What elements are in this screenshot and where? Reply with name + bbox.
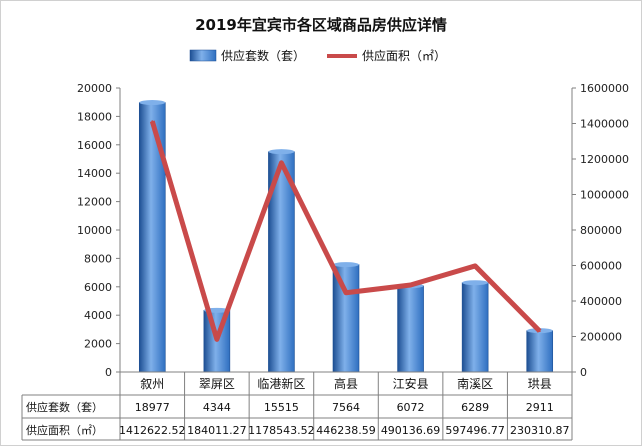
category-label: 江安县: [393, 376, 429, 391]
category-label: 叙州: [140, 377, 164, 391]
bar: [138, 102, 166, 373]
table-cell: 15515: [264, 401, 299, 414]
category-label: 珙县: [528, 377, 552, 391]
table-cell: 597496.77: [445, 424, 505, 437]
line-point: [280, 161, 283, 164]
bar-cap: [139, 100, 166, 106]
left-tick-label: 18000: [77, 110, 112, 123]
left-tick-label: 10000: [77, 224, 112, 237]
table-cell: 230310.87: [510, 424, 570, 437]
left-tick-label: 8000: [84, 252, 112, 265]
right-tick-label: 600000: [580, 260, 622, 273]
left-tick-label: 12000: [77, 196, 112, 209]
left-tick-label: 14000: [77, 167, 112, 180]
left-tick-label: 0: [105, 366, 112, 379]
legend-line-label: 供应面积（㎡）: [362, 48, 446, 63]
bar: [526, 330, 554, 373]
bar: [461, 282, 489, 373]
right-tick-label: 400000: [580, 295, 622, 308]
left-tick-label: 2000: [84, 338, 112, 351]
right-tick-label: 0: [580, 366, 587, 379]
table-cell: 7564: [332, 401, 360, 414]
line-point: [345, 291, 347, 294]
right-tick-label: 1600000: [580, 82, 629, 95]
line-point: [409, 284, 412, 287]
left-tick-label: 6000: [84, 281, 112, 294]
right-tick-label: 1200000: [580, 153, 629, 166]
category-label: 临港新区: [257, 376, 305, 391]
table-cell: 1412622.52: [119, 424, 185, 437]
line-point: [538, 330, 541, 333]
line-point: [215, 338, 218, 341]
bar-cap: [268, 149, 295, 155]
table-cell: 184011.27: [187, 424, 247, 437]
line-point: [151, 120, 154, 123]
right-tick-label: 800000: [580, 224, 622, 237]
left-axis-ticks: 0 2000 4000 6000 8000 10000 12000 14000 16000 180…: [77, 82, 120, 379]
table-cell: 490136.69: [381, 424, 441, 437]
table-row-label: 供应面积（㎡）: [26, 423, 103, 437]
bar-cap: [462, 280, 489, 286]
table-cell: 18977: [135, 401, 170, 414]
category-label: 高县: [334, 376, 358, 391]
line-series: [149, 120, 542, 342]
table-cell: 1178543.52: [248, 424, 314, 437]
table-cell: 6072: [397, 401, 425, 414]
table-cell: 2911: [526, 401, 554, 414]
bar: [397, 285, 424, 373]
right-tick-label: 1000000: [580, 189, 629, 202]
table-cell: 6289: [461, 401, 489, 414]
category-label: 翠屏区: [199, 377, 235, 391]
bar-series: [138, 100, 554, 373]
right-tick-label: 1400000: [580, 118, 629, 131]
bar: [332, 264, 360, 373]
legend-bar-swatch: [189, 49, 217, 62]
table-cell: 4344: [203, 401, 231, 414]
category-label: 南溪区: [457, 376, 493, 391]
chart-title: 2019年宜宾市各区域商品房供应详情: [195, 16, 447, 34]
line-point: [474, 264, 477, 267]
right-axis-ticks: 0 200000 400000 600000 800000 1000000 1200000 1…: [572, 82, 629, 379]
left-tick-label: 20000: [77, 82, 112, 95]
right-tick-label: 200000: [580, 331, 622, 344]
legend-bar-label: 供应套数（套）: [221, 48, 305, 63]
table-row-label: 供应套数（套）: [26, 400, 103, 414]
left-tick-label: 4000: [84, 309, 112, 322]
bar-cap: [333, 262, 359, 268]
legend: 供应套数（套） 供应面积（㎡）: [189, 48, 446, 63]
table-cell: 446238.59: [316, 424, 376, 437]
left-tick-label: 16000: [77, 139, 112, 152]
